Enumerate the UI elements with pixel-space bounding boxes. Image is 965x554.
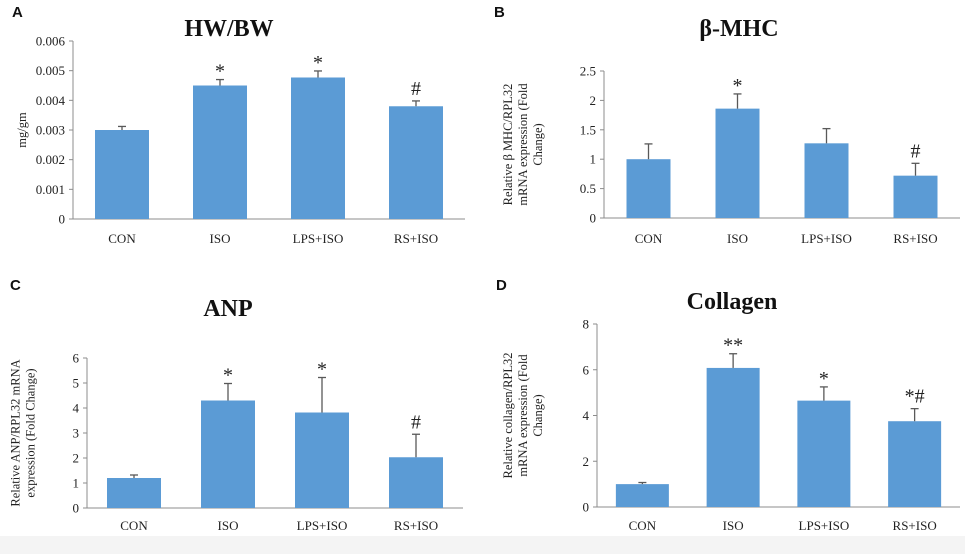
chart-title: HW/BW xyxy=(184,16,273,42)
significance-label: # xyxy=(411,411,421,433)
y-axis-label: Relative ANP/RPL32 mRNAexpression (Fold … xyxy=(9,359,38,506)
y-tick-label: 0 xyxy=(59,212,66,227)
significance-label: * xyxy=(317,359,327,381)
y-tick-label: 0.001 xyxy=(36,182,65,197)
y-axis-label: Relative collagen/RPL32mRNA expression (… xyxy=(501,352,545,478)
bar-LPS+ISO xyxy=(295,412,349,508)
bar-RS+ISO xyxy=(888,421,942,507)
y-axis-label-line: Relative β MHC/RPL32 xyxy=(501,84,515,206)
x-tick-label: LPS+ISO xyxy=(801,231,852,246)
chart-title: Collagen xyxy=(687,289,778,315)
chart-title: ANP xyxy=(203,296,252,322)
bar-RS+ISO xyxy=(389,106,443,219)
y-tick-label: 0.5 xyxy=(580,181,596,196)
x-tick-label: CON xyxy=(120,518,148,533)
chart-panel-A: A HW/BW 0 0.001 0.002 0.003 0.004 0.005 0.006 mg/… xyxy=(12,4,465,246)
y-tick-label: 1 xyxy=(590,152,597,167)
y-tick-label: 0.006 xyxy=(36,34,66,49)
bar-LPS+ISO xyxy=(291,77,345,220)
y-axis-label-line: Relative collagen/RPL32 xyxy=(501,352,515,478)
x-tick-label: ISO xyxy=(727,231,748,246)
significance-label: ** xyxy=(723,335,743,357)
x-tick-label: LPS+ISO xyxy=(293,231,344,246)
x-tick-label: RS+ISO xyxy=(893,518,937,533)
panel-letter: D xyxy=(496,277,507,294)
x-tick-label: RS+ISO xyxy=(394,518,438,533)
y-axis-label-line: mRNA expression (Fold xyxy=(516,83,530,206)
y-axis-label-line: Change) xyxy=(531,394,545,436)
y-axis-label-line: mRNA expression (Fold xyxy=(516,354,530,477)
significance-label: # xyxy=(411,78,421,100)
bar-LPS+ISO xyxy=(797,400,851,507)
x-tick-label: ISO xyxy=(210,231,231,246)
chart-panel-B: Bβ-MHC 0 0.5 1 1.5 2 2.5 Relative β MHC/RPL32mR… xyxy=(494,4,960,246)
panel-letter: B xyxy=(494,4,505,21)
bar-LPS+ISO xyxy=(804,143,849,218)
x-tick-label: ISO xyxy=(218,518,239,533)
bar-ISO xyxy=(706,367,760,507)
bar-ISO xyxy=(193,85,247,219)
y-tick-label: 1 xyxy=(73,476,80,491)
y-tick-label: 3 xyxy=(73,426,80,441)
bottom-strip xyxy=(0,536,965,554)
y-tick-label: 4 xyxy=(73,401,80,416)
y-axis-label-line: Relative ANP/RPL32 mRNA xyxy=(9,359,23,506)
panel-letter: C xyxy=(10,277,21,294)
bar-CON xyxy=(626,159,671,218)
y-tick-label: 2.5 xyxy=(580,64,596,79)
chart-panel-C: C ANP 0 1 2 3 4 5 6 Relative ANP/RPL32 mRNAexpres… xyxy=(9,277,463,533)
chart-panel-D: D Collagen 0 2 4 6 8 Relative collagen/RPL32mRN… xyxy=(496,277,960,533)
y-axis-label-line: mg/gm xyxy=(15,112,29,148)
y-axis-label-line: expression (Fold Change) xyxy=(24,368,38,497)
bar-CON xyxy=(95,130,149,219)
x-tick-label: RS+ISO xyxy=(893,231,937,246)
y-tick-label: 0 xyxy=(590,211,597,226)
bar-CON xyxy=(107,478,161,508)
bar-ISO xyxy=(715,108,760,218)
y-tick-label: 2 xyxy=(73,451,80,466)
bar-CON xyxy=(615,484,669,507)
y-tick-label: 0 xyxy=(73,501,80,516)
y-tick-label: 1.5 xyxy=(580,122,596,137)
y-tick-label: 0.004 xyxy=(36,93,66,108)
significance-label: * xyxy=(215,61,225,83)
significance-label: * xyxy=(733,75,743,97)
significance-label: * xyxy=(819,368,829,390)
y-tick-label: 2 xyxy=(583,454,590,469)
x-tick-label: ISO xyxy=(723,518,744,533)
panel-letter: A xyxy=(12,4,23,21)
y-axis-label: Relative β MHC/RPL32mRNA expression (Fol… xyxy=(501,83,545,206)
bar-RS+ISO xyxy=(893,175,938,218)
y-tick-label: 0.002 xyxy=(36,152,65,167)
y-tick-label: 0 xyxy=(583,500,590,515)
y-tick-label: 4 xyxy=(583,408,590,423)
bar-RS+ISO xyxy=(389,457,443,508)
x-tick-label: LPS+ISO xyxy=(297,518,348,533)
y-tick-label: 6 xyxy=(583,362,590,377)
x-tick-label: RS+ISO xyxy=(394,231,438,246)
y-tick-label: 0.005 xyxy=(36,63,65,78)
y-tick-label: 6 xyxy=(73,351,80,366)
bar-ISO xyxy=(201,400,255,508)
significance-label: # xyxy=(911,140,921,162)
significance-label: * xyxy=(223,365,233,387)
y-axis-label-line: Change) xyxy=(531,123,545,165)
y-axis-label: mg/gm xyxy=(15,112,29,148)
x-tick-label: LPS+ISO xyxy=(799,518,850,533)
x-tick-label: CON xyxy=(629,518,657,533)
significance-label: *# xyxy=(905,386,925,408)
chart-title: β-MHC xyxy=(699,16,778,42)
y-tick-label: 8 xyxy=(583,317,590,332)
y-tick-label: 2 xyxy=(590,93,597,108)
y-tick-label: 5 xyxy=(73,376,80,391)
x-tick-label: CON xyxy=(635,231,663,246)
y-tick-label: 0.003 xyxy=(36,123,65,138)
significance-label: * xyxy=(313,52,323,74)
x-tick-label: CON xyxy=(108,231,136,246)
